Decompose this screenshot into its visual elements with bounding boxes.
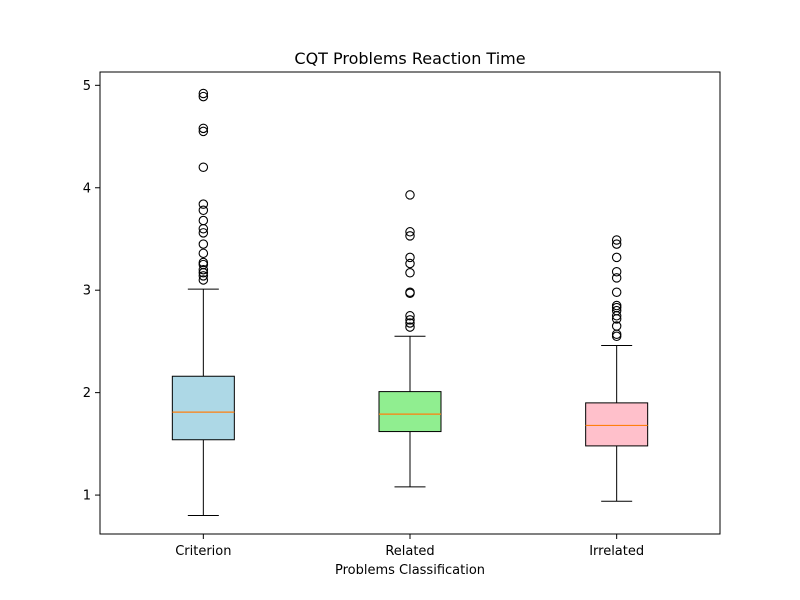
outlier-point [611, 235, 622, 245]
outlier-point [198, 275, 209, 285]
outlier-point [198, 205, 209, 216]
outlier-point [405, 315, 415, 325]
x-axis-label: Problems Classification [335, 563, 485, 578]
x-tick-label-related: Related [385, 544, 434, 559]
box-irrelated [585, 402, 649, 447]
outlier-point [198, 248, 209, 259]
y-tick-label: 5 [83, 79, 91, 94]
outlier-point [611, 273, 622, 283]
outlier-point [405, 268, 415, 278]
plot-area: 1 2 3 4 5 Criterion Related Irrelated [83, 79, 649, 559]
outlier-point [405, 258, 415, 269]
outlier-point [198, 228, 209, 238]
outlier-point [198, 199, 209, 209]
outlier-point [611, 252, 622, 263]
outlier-point [405, 190, 415, 200]
outlier-point [611, 305, 622, 316]
x-tick-label-criterion: Criterion [175, 544, 231, 559]
outlier-point [405, 252, 415, 263]
y-tick-label: 2 [83, 386, 91, 401]
y-tick-label: 1 [83, 489, 91, 504]
outlier-point [405, 311, 415, 321]
outlier-point [198, 162, 209, 173]
y-tick-label: 4 [83, 181, 91, 196]
outlier-point [198, 123, 209, 134]
outlier-point [198, 88, 209, 99]
box-criterion [171, 375, 235, 441]
outlier-point [198, 239, 209, 249]
outlier-point [198, 257, 209, 268]
outlier-point [198, 215, 209, 226]
outlier-point [611, 287, 622, 297]
outlier-point [611, 267, 622, 277]
outlier-point [611, 239, 622, 249]
outlier-point [405, 287, 415, 297]
y-tick-label: 3 [83, 284, 91, 299]
outlier-point [198, 271, 209, 281]
outlier-point [611, 321, 622, 331]
x-tick-label-irrelated: Irrelated [589, 544, 644, 559]
chart-title: CQT Problems Reaction Time [294, 49, 525, 68]
outlier-point [198, 91, 209, 102]
outlier-point [405, 231, 415, 241]
box-related [378, 391, 442, 433]
outlier-point [405, 227, 415, 237]
outlier-point [198, 264, 209, 275]
outlier-point [198, 126, 209, 137]
outlier-point [405, 322, 415, 332]
outlier-point [405, 318, 415, 328]
outlier-point [611, 300, 622, 311]
axes-frame [99, 71, 721, 535]
